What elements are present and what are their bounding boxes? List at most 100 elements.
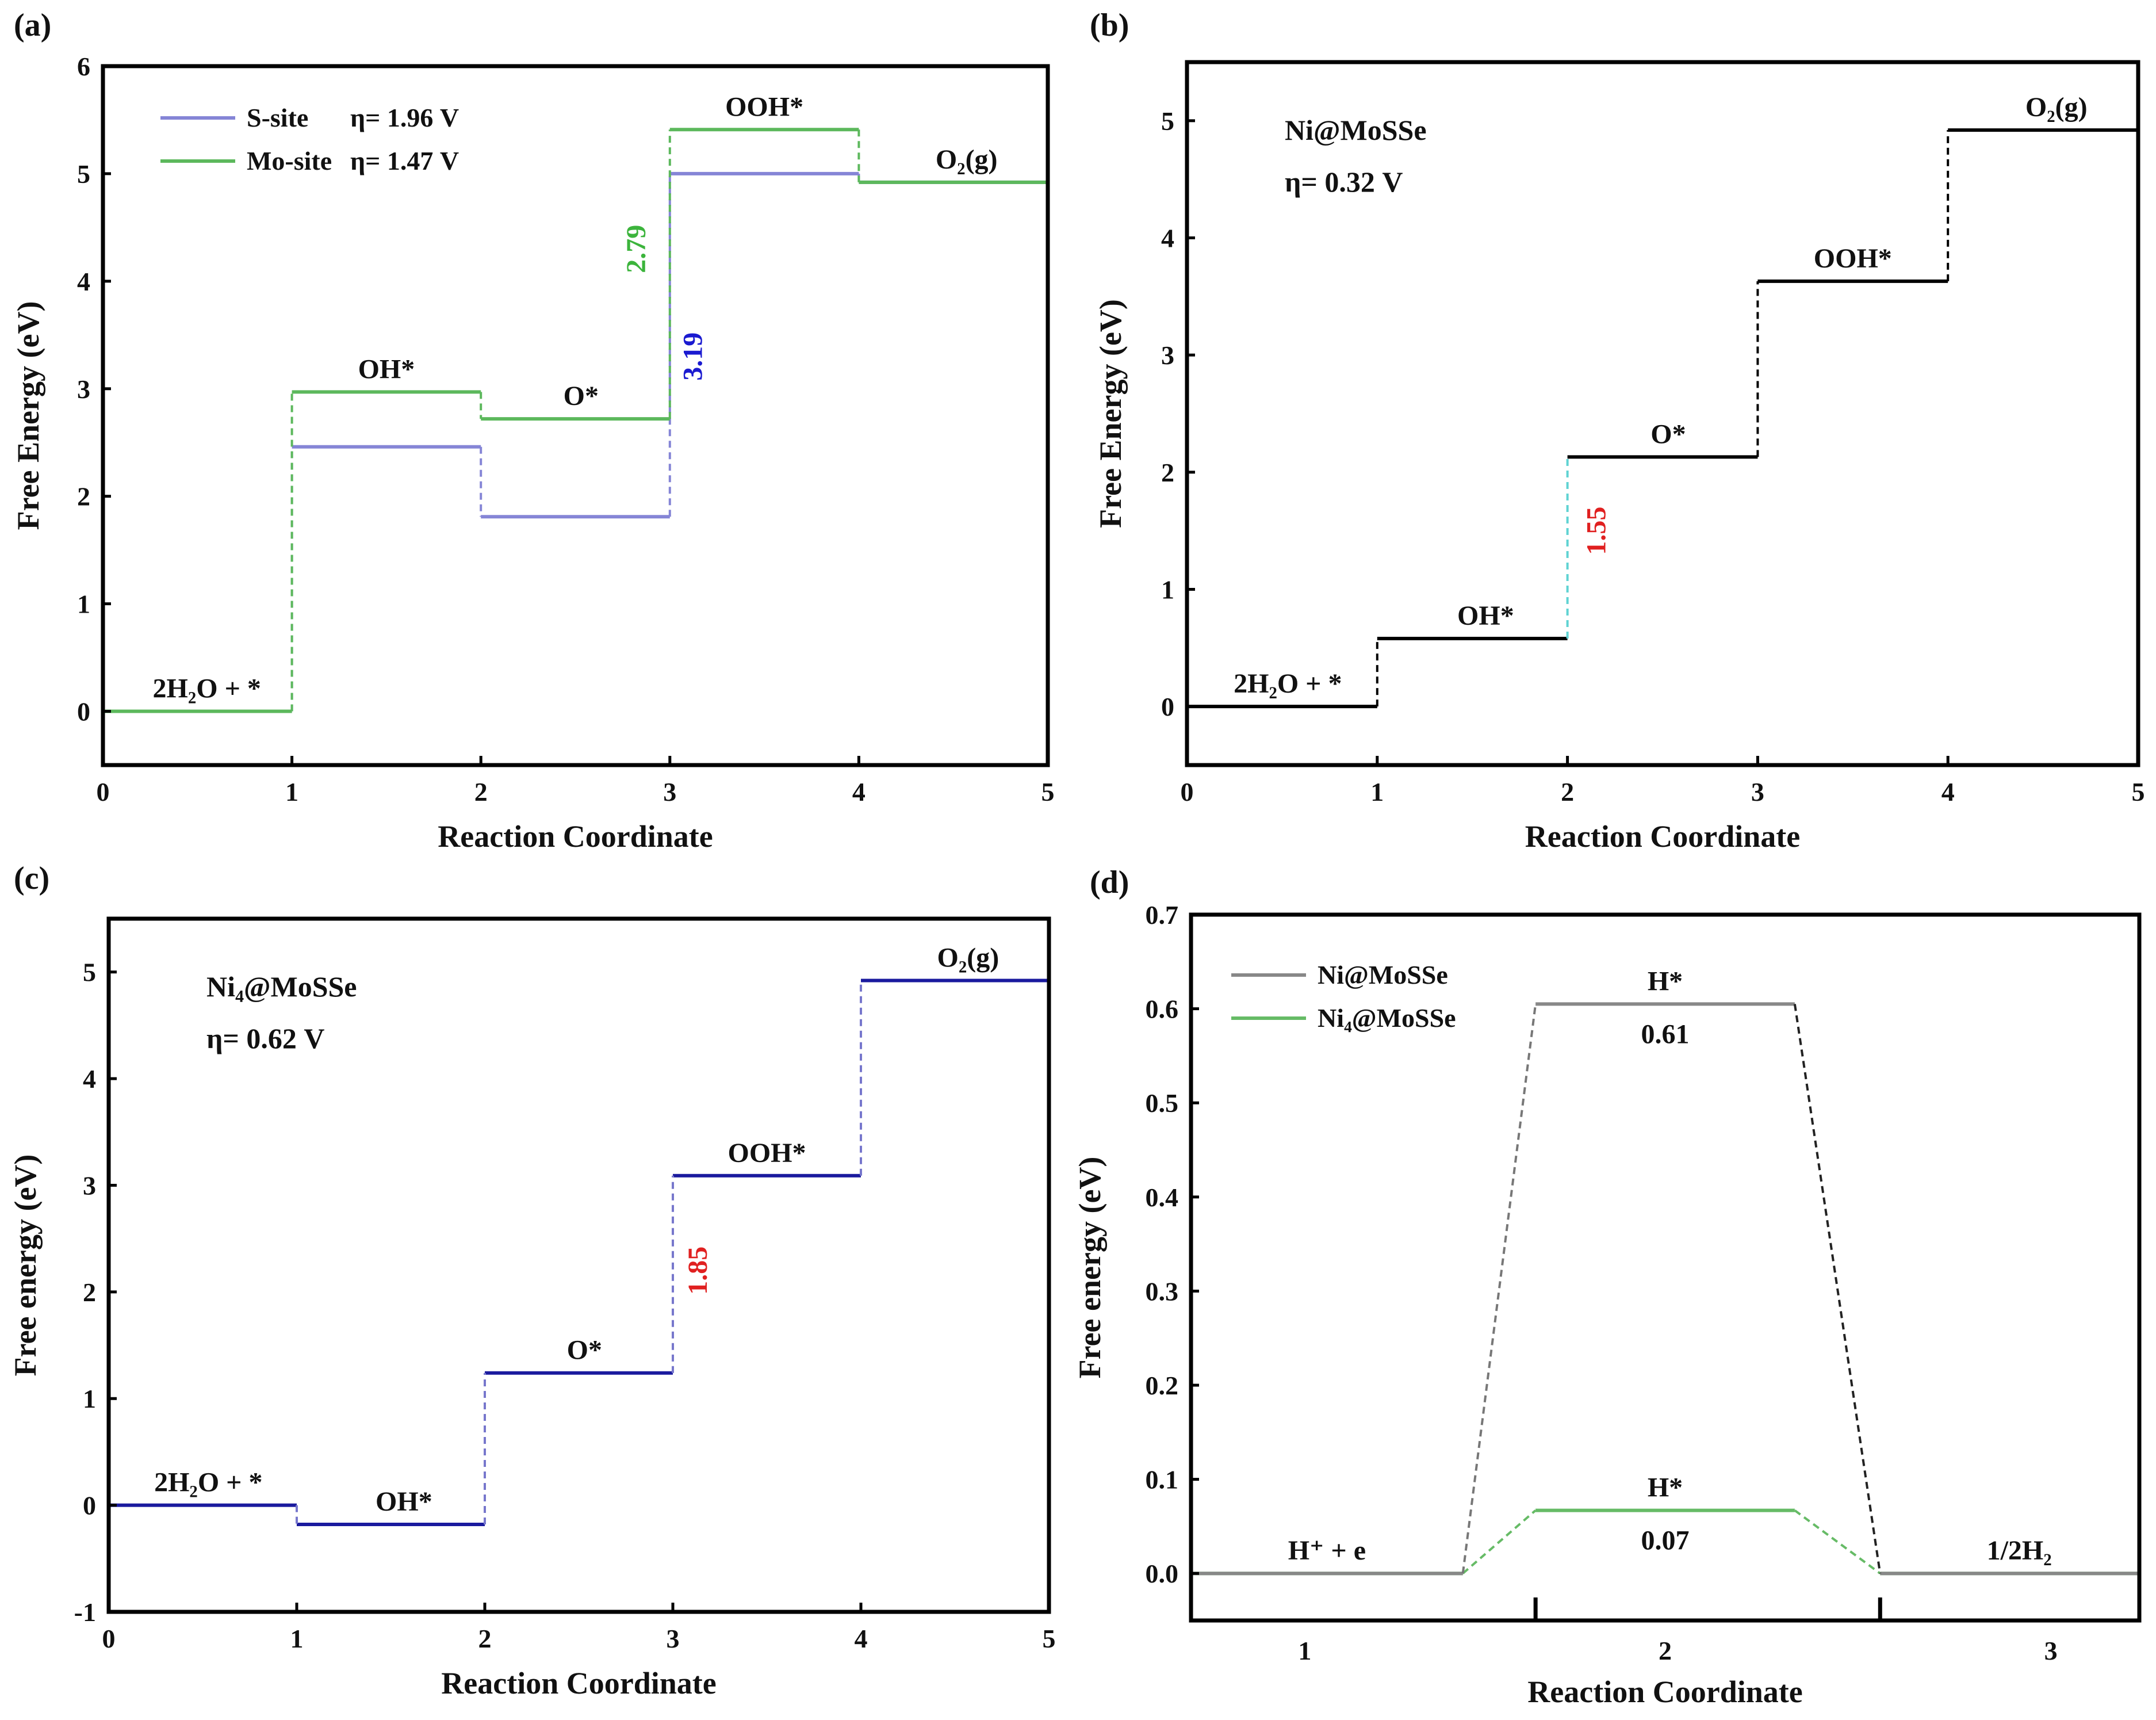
y-tick-label: 5: [77, 159, 90, 189]
plot-frame: [101, 64, 1050, 767]
x-tick-label: 4: [855, 1624, 868, 1653]
info-text: Ni@MoSSe: [1285, 114, 1427, 146]
level-label: O*: [1650, 419, 1686, 449]
y-tick-label: 3: [83, 1171, 96, 1200]
x-tick-label: 3: [2044, 1636, 2058, 1665]
y-tick-label: 3: [77, 374, 90, 404]
panel-letter: (b): [1090, 7, 1129, 43]
y-tick-label: 6: [77, 52, 90, 81]
level-label: 2H₂O + *: [154, 1467, 262, 1498]
x-tick-label: 2: [1561, 777, 1574, 807]
y-tick-label: 0.0: [1146, 1559, 1179, 1588]
x-tick-label: 0: [102, 1624, 116, 1653]
panel-letter: (d): [1090, 865, 1129, 900]
y-tick-label: 4: [83, 1064, 96, 1094]
x-tick-label: 5: [2132, 777, 2145, 807]
legend-label: Ni@MoSSe: [1318, 960, 1448, 989]
x-axis-title: Reaction Coordinate: [441, 1666, 716, 1700]
plot-frame: [106, 916, 1051, 1614]
y-tick-label: 1: [1161, 575, 1174, 605]
level-label: 1/2H₂: [1987, 1535, 2052, 1566]
x-tick-label: 0: [1181, 777, 1194, 807]
x-tick-label: 4: [1941, 777, 1955, 807]
y-tick-label: 0.7: [1146, 900, 1179, 930]
delta-g-annotation: 1.85: [683, 1247, 713, 1295]
y-tick-label: 1: [83, 1384, 96, 1413]
panel-d: (d) 0.0 0.1 0.2 0.3 0.4 0.5 0.6 0.7 1 2 3 Reaction C…: [1073, 865, 2142, 1709]
panel-letter: (a): [14, 7, 51, 43]
y-tick-label: 0.6: [1146, 995, 1179, 1024]
y-tick-label: 4: [77, 267, 90, 296]
delta-g-annotation: 3.19: [678, 332, 709, 381]
legend-note: η= 1.96 V: [350, 103, 459, 132]
plot-frame: [1185, 60, 2140, 767]
panel-a: (a) 0 1 2 3 4 5 6 0 1 2 3 4 5 Reaction Coordinate Free …: [11, 7, 1055, 854]
y-tick-label: 2: [1161, 458, 1174, 487]
step-connector: [1461, 1004, 1537, 1574]
x-tick-label: 1: [285, 777, 298, 807]
series-Ni₄@MoSSe: [109, 979, 1049, 1526]
y-tick-label: 0.3: [1146, 1276, 1179, 1306]
step-connector: [1794, 1509, 1881, 1574]
x-tick-label: 5: [1041, 777, 1055, 807]
info-text: Ni₄@MoSSe: [206, 970, 357, 1003]
y-tick-label: 0: [1161, 692, 1174, 721]
legend: S-site η= 1.96 V Mo-site η= 1.47 V: [160, 103, 459, 175]
legend-label: Ni₄@MoSSe: [1318, 1003, 1456, 1033]
y-tick-label: 1: [77, 590, 90, 619]
y-tick-label: 5: [83, 958, 96, 987]
y-tick-label: 0.5: [1146, 1088, 1179, 1118]
x-tick-label: 1: [1298, 1636, 1311, 1665]
x-tick-label: 3: [1751, 777, 1764, 807]
y-tick-label: 0.2: [1146, 1371, 1179, 1400]
panel-letter: (c): [14, 861, 49, 896]
value-label: 0.61: [1641, 1019, 1690, 1049]
y-tick-label: 0.1: [1146, 1465, 1179, 1495]
y-tick-label: 0: [77, 697, 90, 727]
x-tick-label: 4: [852, 777, 866, 807]
step-connector: [1793, 1004, 1882, 1574]
delta-g-annotation: 2.79: [621, 225, 652, 273]
x-axis-title: Reaction Coordinate: [1525, 819, 1800, 854]
y-axis-title: Free energy (eV): [8, 1155, 43, 1377]
x-axis-title: Reaction Coordinate: [438, 819, 713, 854]
level-label: O₂(g): [2025, 92, 2088, 123]
x-tick-label: 3: [663, 777, 676, 807]
x-tick-label: 1: [1370, 777, 1384, 807]
y-tick-label: 2: [77, 482, 90, 511]
level-label: OH*: [1457, 601, 1514, 631]
level-label: H*: [1648, 966, 1683, 996]
level-label: O₂(g): [937, 943, 1000, 973]
legend-label: Mo-site: [247, 146, 332, 175]
level-label: 2H₂O + *: [153, 674, 261, 704]
level-label: OOH*: [725, 91, 803, 122]
legend-label: S-site: [247, 103, 308, 132]
plot-frame: [1189, 912, 2142, 1623]
x-tick-label: 0: [97, 777, 110, 807]
level-label: OH*: [358, 354, 415, 384]
x-tick-label: 2: [474, 777, 488, 807]
level-label: O*: [564, 381, 599, 411]
y-tick-label: -1: [74, 1597, 96, 1627]
delta-g-annotation: 1.55: [1581, 507, 1612, 555]
level-label: O₂(g): [936, 144, 998, 175]
info-text: η= 0.32 V: [1285, 166, 1403, 198]
x-tick-label: 3: [667, 1624, 680, 1653]
y-tick-label: 3: [1161, 341, 1174, 370]
value-label: 0.07: [1641, 1526, 1690, 1556]
series-Mo-site: [103, 128, 1048, 713]
step-connector: [1462, 1509, 1537, 1574]
x-tick-label: 1: [290, 1624, 304, 1653]
info-text: η= 0.62 V: [206, 1022, 325, 1054]
legend-note: η= 1.47 V: [350, 146, 459, 175]
level-label: OH*: [376, 1486, 432, 1517]
x-axis-title: Reaction Coordinate: [1527, 1675, 1802, 1709]
series-S-site: [103, 171, 1048, 713]
panel-b: (b) 0 1 2 3 4 5 0 1 2 3 4 5 Reaction Coordinate Free E…: [1090, 7, 2145, 854]
y-tick-label: 0: [83, 1491, 96, 1520]
y-tick-label: 5: [1161, 106, 1174, 136]
level-label: O*: [567, 1335, 602, 1366]
level-label: OOH*: [1814, 243, 1892, 274]
y-tick-label: 0.4: [1146, 1183, 1179, 1212]
